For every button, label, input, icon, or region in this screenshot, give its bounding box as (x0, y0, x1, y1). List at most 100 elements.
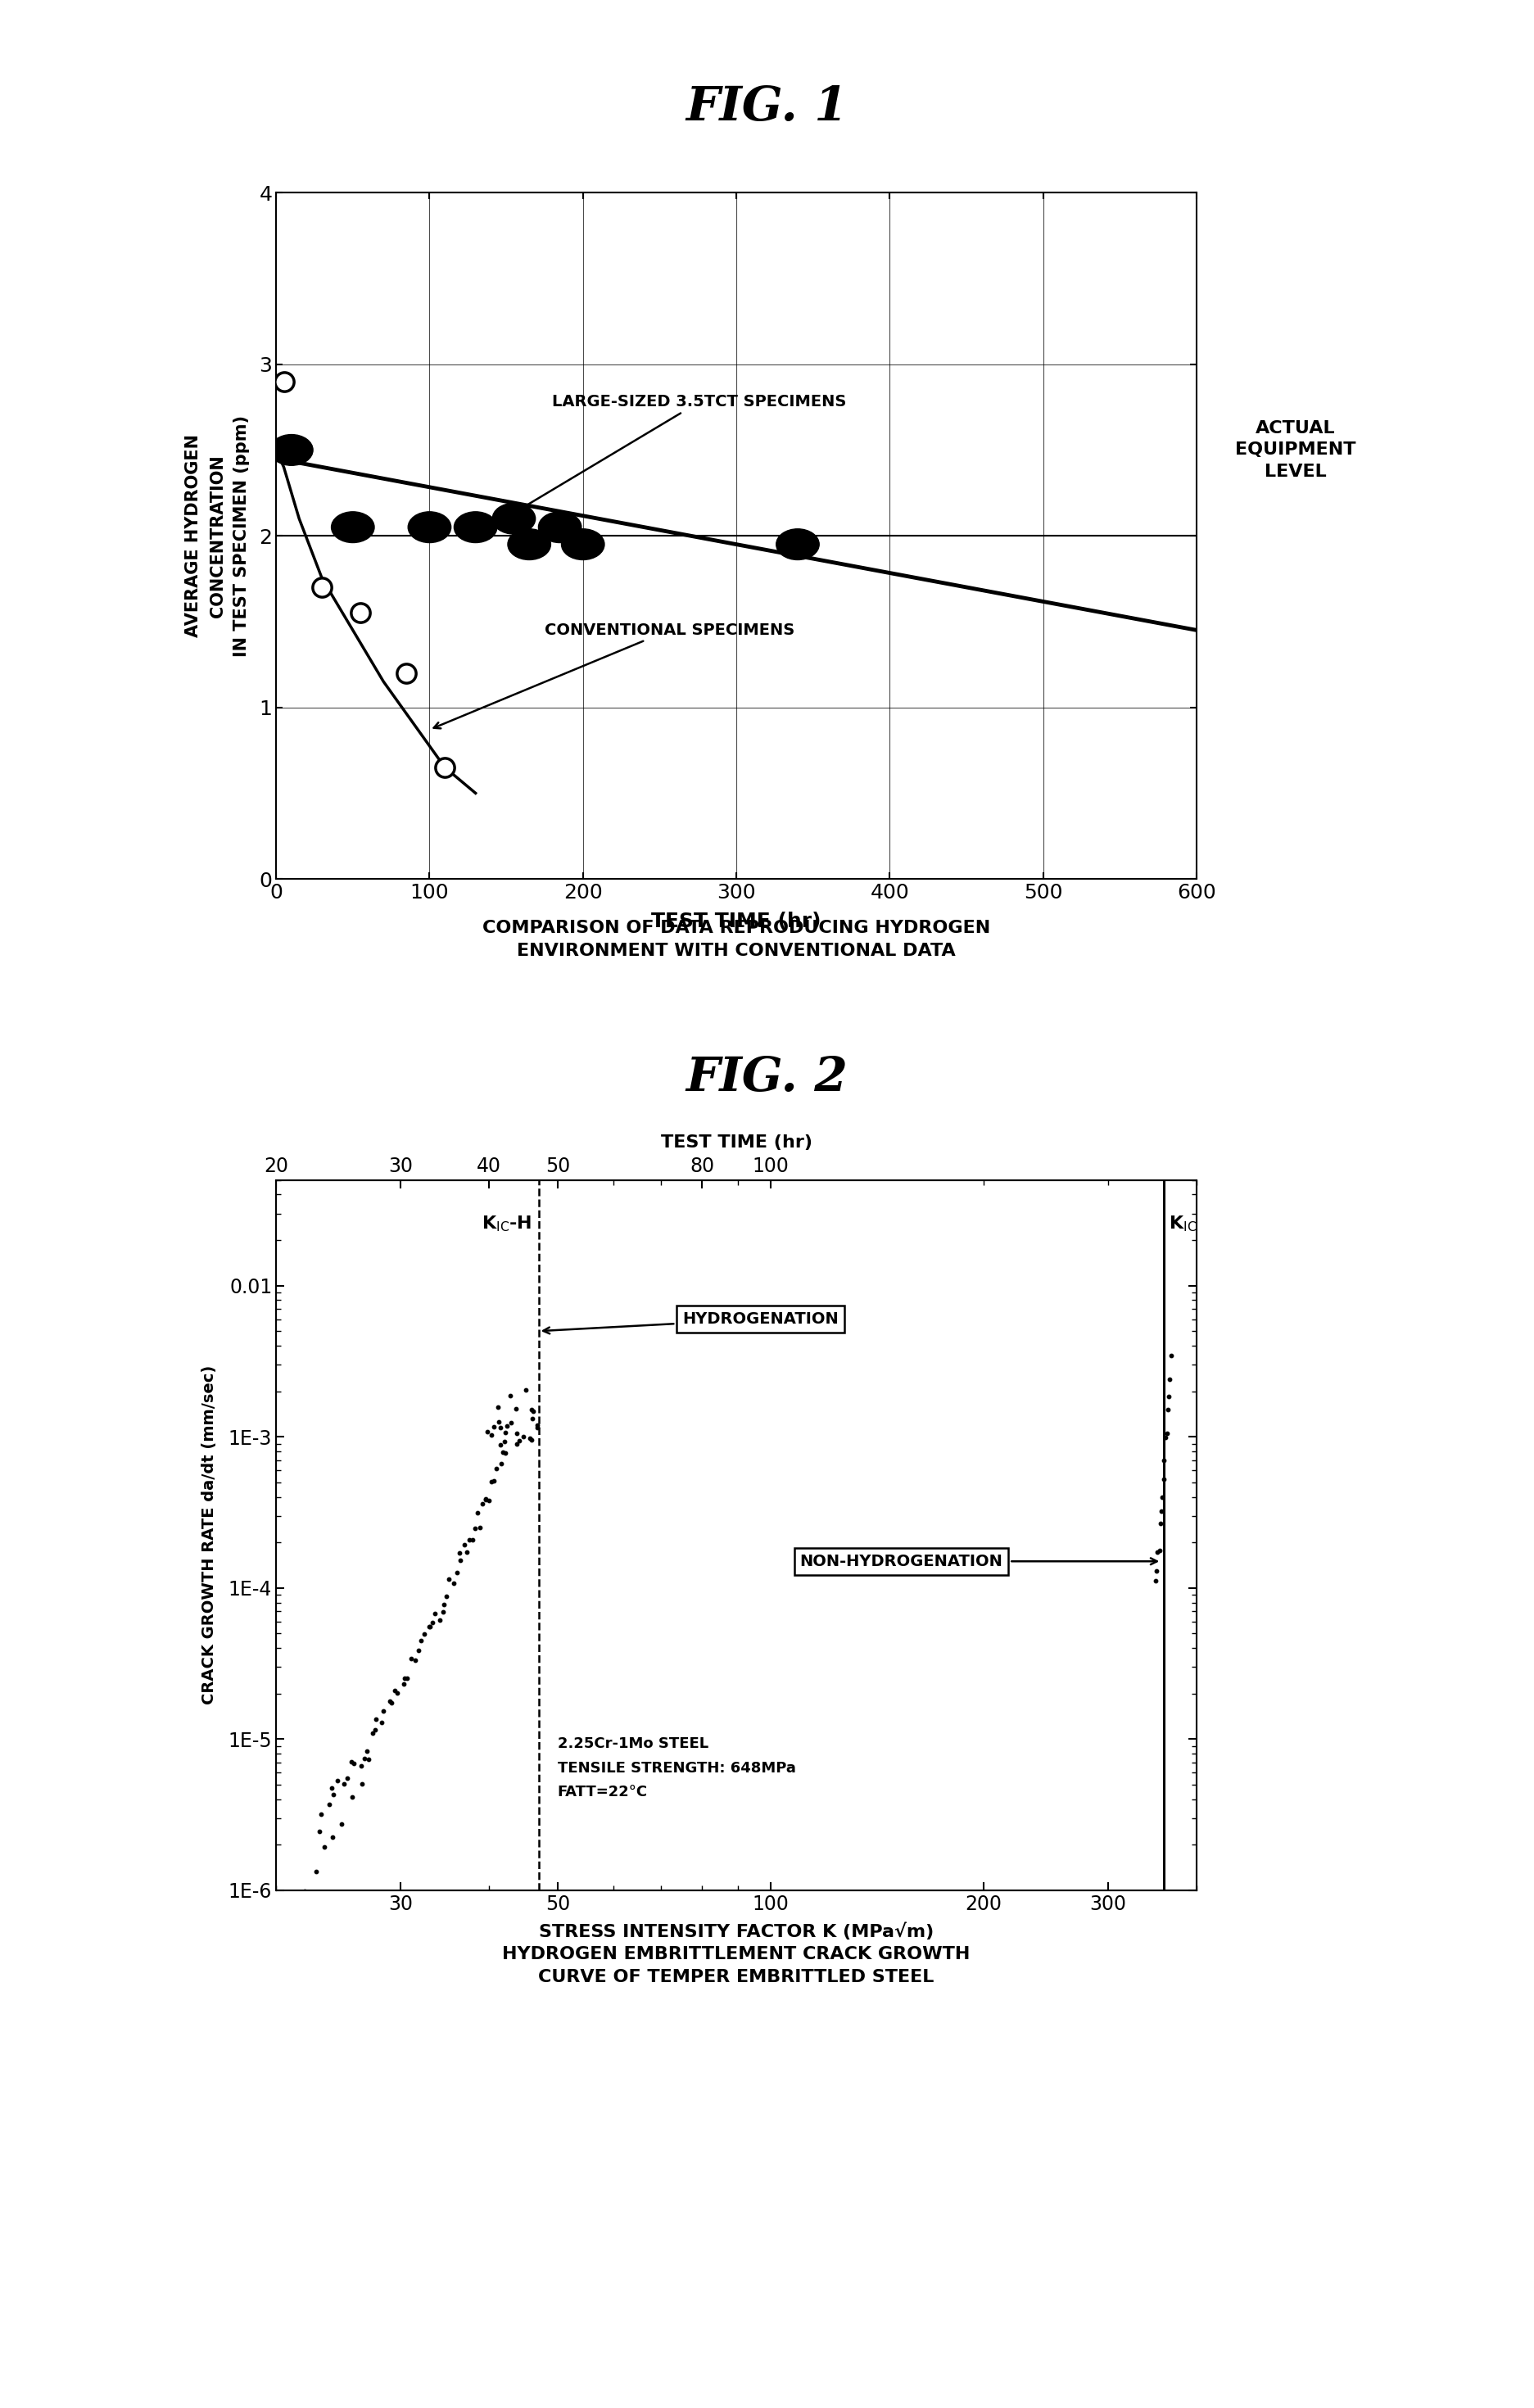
Point (518, 1421, 543, 1459)
Point (1147, 1531, 1172, 1570)
Point (485, 1387, 509, 1426)
Point (339, 1777, 364, 1816)
Point (348, 595, 373, 633)
Text: LARGE-SIZED 3.5TCT SPECIMENS: LARGE-SIZED 3.5TCT SPECIMENS (503, 395, 847, 520)
Point (503, 1389, 528, 1428)
Point (525, 1406, 549, 1445)
Point (410, 1621, 434, 1659)
Point (437, 1560, 462, 1599)
Point (495, 1406, 520, 1445)
Point (485, 1450, 509, 1488)
Text: FIG. 1: FIG. 1 (686, 84, 848, 130)
Point (468, 1507, 492, 1546)
Ellipse shape (454, 513, 497, 542)
Point (330, 1804, 354, 1842)
Point (499, 1377, 523, 1416)
Point (525, 1409, 549, 1447)
Point (370, 1702, 394, 1741)
Point (505, 1426, 529, 1464)
Point (520, 1399, 545, 1438)
Point (272, 361, 296, 400)
Ellipse shape (776, 530, 819, 559)
Point (325, 1763, 350, 1801)
Text: K$_{\rm IC}$: K$_{\rm IC}$ (1169, 1214, 1197, 1233)
Point (453, 1527, 477, 1565)
Point (420, 1604, 445, 1642)
Point (311, 1828, 336, 1866)
Point (1158, 1361, 1183, 1399)
Point (1155, 1389, 1180, 1428)
Ellipse shape (331, 513, 374, 542)
Point (465, 1493, 489, 1531)
Point (364, 1700, 388, 1739)
Point (417, 1606, 442, 1645)
Point (457, 1522, 482, 1560)
Point (362, 1710, 387, 1748)
Point (393, 1659, 417, 1698)
Ellipse shape (561, 530, 604, 559)
Point (477, 1481, 502, 1519)
Point (382, 1671, 407, 1710)
Point (492, 1423, 517, 1462)
Point (417, 1606, 442, 1645)
Point (407, 1630, 431, 1669)
Point (1149, 1505, 1174, 1544)
Ellipse shape (508, 530, 551, 559)
Point (385, 1674, 410, 1712)
Point (422, 1594, 446, 1633)
Point (1152, 1459, 1177, 1498)
X-axis label: TEST TIME (hr): TEST TIME (hr) (661, 1134, 811, 1151)
Text: NON-HYDROGENATION: NON-HYDROGENATION (799, 1553, 1157, 1570)
Point (479, 1416, 503, 1454)
Point (1158, 1336, 1183, 1375)
Point (486, 1404, 511, 1442)
Point (446, 1534, 471, 1572)
Point (434, 1577, 459, 1616)
Point (321, 1775, 345, 1813)
Text: ACTUAL
EQUIPMENT
LEVEL: ACTUAL EQUIPMENT LEVEL (1235, 419, 1356, 479)
Point (413, 1616, 437, 1654)
Point (488, 1426, 512, 1464)
Point (1154, 1418, 1178, 1457)
Ellipse shape (492, 503, 535, 535)
Point (508, 1421, 532, 1459)
Point (1143, 1560, 1167, 1599)
Point (472, 1481, 497, 1519)
Point (514, 1370, 538, 1409)
Point (308, 1796, 333, 1835)
Point (1155, 1413, 1180, 1452)
Point (428, 1601, 453, 1640)
Point (442, 1563, 466, 1601)
Point (462, 1510, 486, 1548)
Point (433, 749, 457, 787)
Point (511, 1418, 535, 1457)
Point (479, 1462, 503, 1500)
Point (489, 1445, 514, 1483)
Point (1144, 1553, 1169, 1592)
Point (316, 1784, 341, 1823)
Point (331, 1765, 356, 1804)
Point (310, 568, 334, 607)
Point (334, 1758, 359, 1796)
Point (448, 1541, 472, 1580)
Point (520, 1392, 545, 1430)
Point (445, 1553, 469, 1592)
Point (476, 1413, 500, 1452)
Point (505, 1413, 529, 1452)
Point (431, 1592, 456, 1630)
Point (342, 1743, 367, 1782)
Point (377, 1683, 402, 1722)
Y-axis label: CRACK GROWTH RATE da/dt (mm/sec): CRACK GROWTH RATE da/dt (mm/sec) (201, 1365, 216, 1705)
Point (482, 1462, 506, 1500)
Text: K$_{\rm IC}$-H: K$_{\rm IC}$-H (482, 1214, 532, 1233)
Point (460, 1519, 485, 1558)
Point (353, 1739, 377, 1777)
Point (1149, 1493, 1174, 1531)
X-axis label: STRESS INTENSITY FACTOR K (MPa√m): STRESS INTENSITY FACTOR K (MPa√m) (538, 1924, 934, 1941)
Point (354, 1731, 379, 1770)
Point (491, 1433, 515, 1471)
Point (454, 1534, 479, 1572)
Point (520, 1389, 545, 1428)
Point (1144, 1534, 1169, 1572)
Point (433, 1584, 457, 1623)
